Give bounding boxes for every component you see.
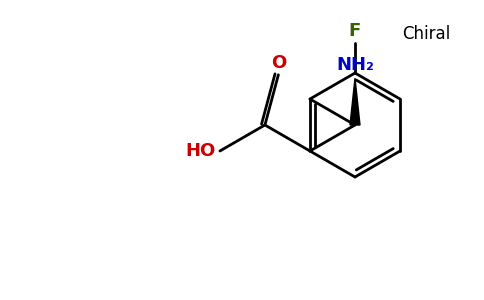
Text: HO: HO: [186, 142, 216, 160]
Text: Chiral: Chiral: [402, 25, 450, 43]
Text: NH₂: NH₂: [336, 56, 374, 74]
Text: F: F: [349, 22, 361, 40]
Polygon shape: [350, 78, 360, 125]
Text: O: O: [271, 54, 286, 72]
